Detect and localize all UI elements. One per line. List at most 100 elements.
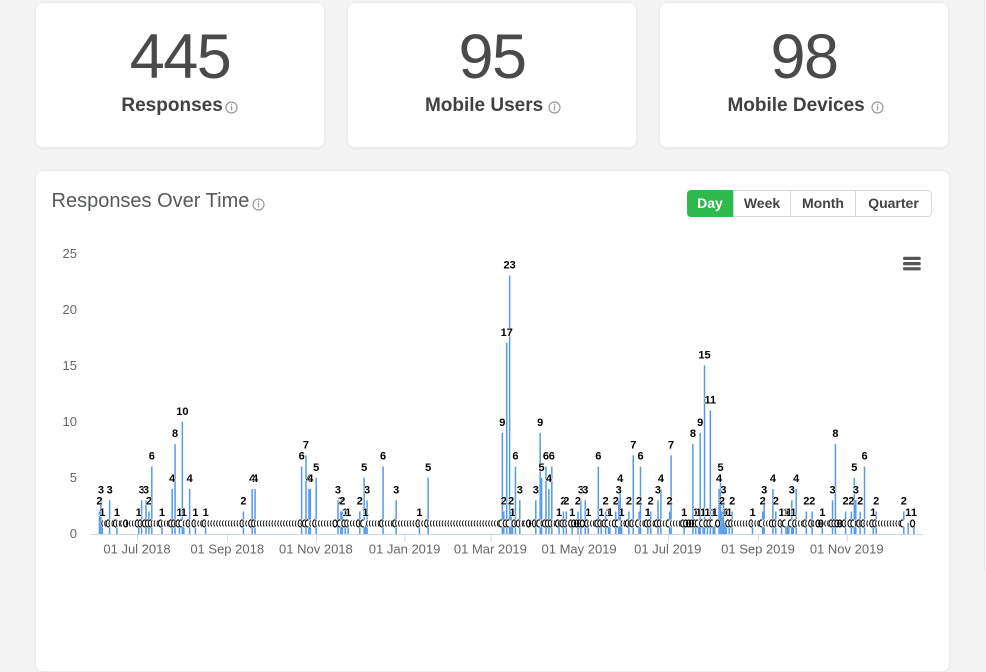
svg-text:01 Jul 2018: 01 Jul 2018 [103,542,170,557]
svg-text:1: 1 [176,507,182,519]
svg-text:1: 1 [598,507,604,519]
svg-text:1: 1 [693,507,699,519]
svg-text:3: 3 [789,484,795,496]
svg-text:01 Jul 2019: 01 Jul 2019 [634,542,701,557]
svg-text:5: 5 [70,470,77,485]
svg-text:5: 5 [425,462,431,474]
svg-text:3: 3 [364,484,370,496]
svg-text:1: 1 [569,507,575,519]
svg-text:1: 1 [749,507,755,519]
svg-text:2: 2 [848,496,854,508]
svg-text:7: 7 [630,439,636,451]
svg-text:1: 1 [605,507,611,519]
svg-text:2: 2 [240,496,246,508]
svg-text:1: 1 [704,507,710,519]
svg-text:10: 10 [176,406,188,418]
svg-text:01 Sep 2018: 01 Sep 2018 [190,542,264,557]
svg-text:6: 6 [637,451,643,463]
svg-text:17: 17 [501,327,513,339]
svg-text:1: 1 [712,507,718,519]
svg-text:3: 3 [335,484,341,496]
svg-text:2: 2 [760,496,766,508]
svg-text:1: 1 [203,507,209,519]
svg-text:3: 3 [582,484,588,496]
svg-text:3: 3 [761,484,767,496]
svg-text:4: 4 [307,473,314,485]
svg-text:6: 6 [149,451,155,463]
svg-text:6: 6 [380,451,386,463]
svg-text:25: 25 [63,246,77,261]
svg-text:5: 5 [539,462,545,474]
svg-text:2: 2 [339,496,345,508]
svg-text:2: 2 [843,496,849,508]
svg-text:2: 2 [719,496,725,508]
svg-text:3: 3 [143,484,149,496]
svg-text:1: 1 [681,507,687,519]
svg-text:2: 2 [873,496,879,508]
svg-text:01 Nov 2019: 01 Nov 2019 [810,542,884,557]
svg-text:1: 1 [509,507,515,519]
svg-text:2: 2 [809,496,815,508]
svg-text:1: 1 [726,507,732,519]
svg-text:6: 6 [861,451,867,463]
svg-text:3: 3 [853,484,859,496]
svg-text:1: 1 [723,507,729,519]
svg-text:6: 6 [549,451,555,463]
svg-text:1: 1 [819,507,825,519]
svg-text:3: 3 [533,484,539,496]
svg-text:20: 20 [63,302,77,317]
svg-text:1: 1 [786,507,792,519]
svg-text:5: 5 [313,462,319,474]
svg-text:2: 2 [803,496,809,508]
svg-text:1: 1 [192,507,198,519]
svg-text:4: 4 [252,473,259,485]
svg-text:2: 2 [563,496,569,508]
svg-text:9: 9 [697,417,703,429]
svg-text:4: 4 [658,473,665,485]
svg-text:6: 6 [543,451,549,463]
svg-text:01 Sep 2019: 01 Sep 2019 [721,542,795,557]
svg-text:3: 3 [578,484,584,496]
svg-text:3: 3 [517,484,523,496]
svg-text:01 Jan 2019: 01 Jan 2019 [369,542,441,557]
svg-text:2: 2 [96,496,102,508]
svg-text:1: 1 [700,507,706,519]
svg-text:3: 3 [139,484,145,496]
svg-text:01 Mar 2019: 01 Mar 2019 [454,542,527,557]
svg-text:1: 1 [870,507,876,519]
svg-text:1: 1 [722,507,728,519]
svg-text:1: 1 [645,507,651,519]
svg-text:3: 3 [829,484,835,496]
svg-text:1: 1 [585,507,591,519]
svg-text:6: 6 [512,451,518,463]
svg-text:2: 2 [560,496,566,508]
svg-text:1: 1 [136,507,142,519]
svg-text:3: 3 [98,484,104,496]
svg-text:15: 15 [698,350,710,362]
svg-text:1: 1 [905,507,911,519]
svg-text:8: 8 [690,428,696,440]
svg-text:2: 2 [857,496,863,508]
svg-text:9: 9 [499,417,505,429]
svg-text:1: 1 [114,507,120,519]
svg-text:2: 2 [357,496,363,508]
svg-text:2: 2 [636,496,642,508]
svg-text:23: 23 [503,260,515,272]
svg-text:3: 3 [107,484,113,496]
svg-text:4: 4 [187,473,194,485]
svg-text:2: 2 [901,496,907,508]
svg-text:5: 5 [851,462,857,474]
svg-text:1: 1 [342,507,348,519]
svg-text:1: 1 [556,507,562,519]
svg-text:0: 0 [70,526,77,541]
svg-text:1: 1 [99,507,105,519]
svg-text:4: 4 [716,473,723,485]
svg-text:1: 1 [779,507,785,519]
svg-text:2: 2 [603,496,609,508]
svg-text:1: 1 [416,507,422,519]
svg-text:4: 4 [169,473,176,485]
svg-text:4: 4 [249,473,256,485]
svg-text:5: 5 [717,462,723,474]
svg-text:1: 1 [607,507,613,519]
svg-text:9: 9 [537,417,543,429]
